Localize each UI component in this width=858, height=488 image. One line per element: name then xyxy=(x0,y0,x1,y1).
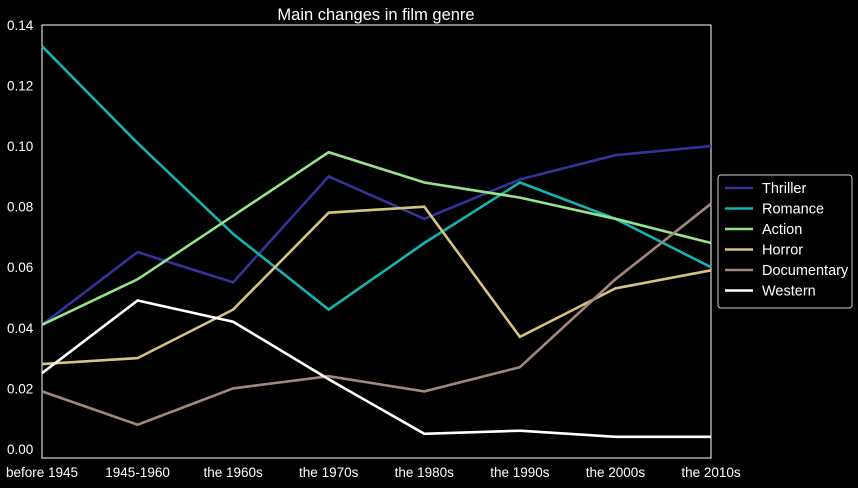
y-tick-label: 0.10 xyxy=(7,139,33,154)
plot-area xyxy=(41,24,712,459)
x-tick-label: the 1960s xyxy=(203,465,263,480)
x-tick-label: the 1980s xyxy=(395,465,455,480)
plot-frame xyxy=(41,24,712,459)
series-line-thriller xyxy=(41,144,712,326)
x-tick-label: the 2010s xyxy=(681,465,741,480)
legend-label-thriller: Thriller xyxy=(762,181,806,197)
y-tick-label: 0.14 xyxy=(7,18,34,33)
y-tick-label: 0.04 xyxy=(7,321,34,336)
y-tick-label: 0.00 xyxy=(7,442,33,457)
y-tick-label: 0.08 xyxy=(7,200,33,215)
x-tick-label: before 1945 xyxy=(6,465,78,480)
legend-label-romance: Romance xyxy=(762,202,824,218)
legend: Thriller Romance Action Horror Documentary We… xyxy=(717,174,853,309)
legend-label-documentary: Documentary xyxy=(762,263,849,279)
y-tick-label: 0.02 xyxy=(7,381,33,396)
y-tick-label: 0.06 xyxy=(7,260,33,275)
series-line-horror xyxy=(41,205,712,366)
x-tick-label: the 1990s xyxy=(490,465,550,480)
series-line-action xyxy=(41,150,712,326)
x-tick-label: 1945-1960 xyxy=(105,465,170,480)
x-tick-label: the 1970s xyxy=(299,465,359,480)
series-line-documentary xyxy=(41,202,712,427)
series-line-romance xyxy=(41,45,712,312)
legend-label-horror: Horror xyxy=(762,243,803,259)
series-line-western xyxy=(41,299,711,439)
y-axis-ticks: 0.00 0.02 0.04 0.06 0.08 0.10 0.12 0.14 xyxy=(7,18,34,457)
x-axis-ticks: before 1945 1945-1960 the 1960s the 1970s th… xyxy=(6,465,741,480)
x-tick-label: the 2000s xyxy=(586,465,646,480)
legend-label-action: Action xyxy=(762,222,802,238)
chart-title: Main changes in film genre xyxy=(277,6,474,24)
y-tick-label: 0.12 xyxy=(7,79,33,94)
legend-label-western: Western xyxy=(762,284,816,300)
